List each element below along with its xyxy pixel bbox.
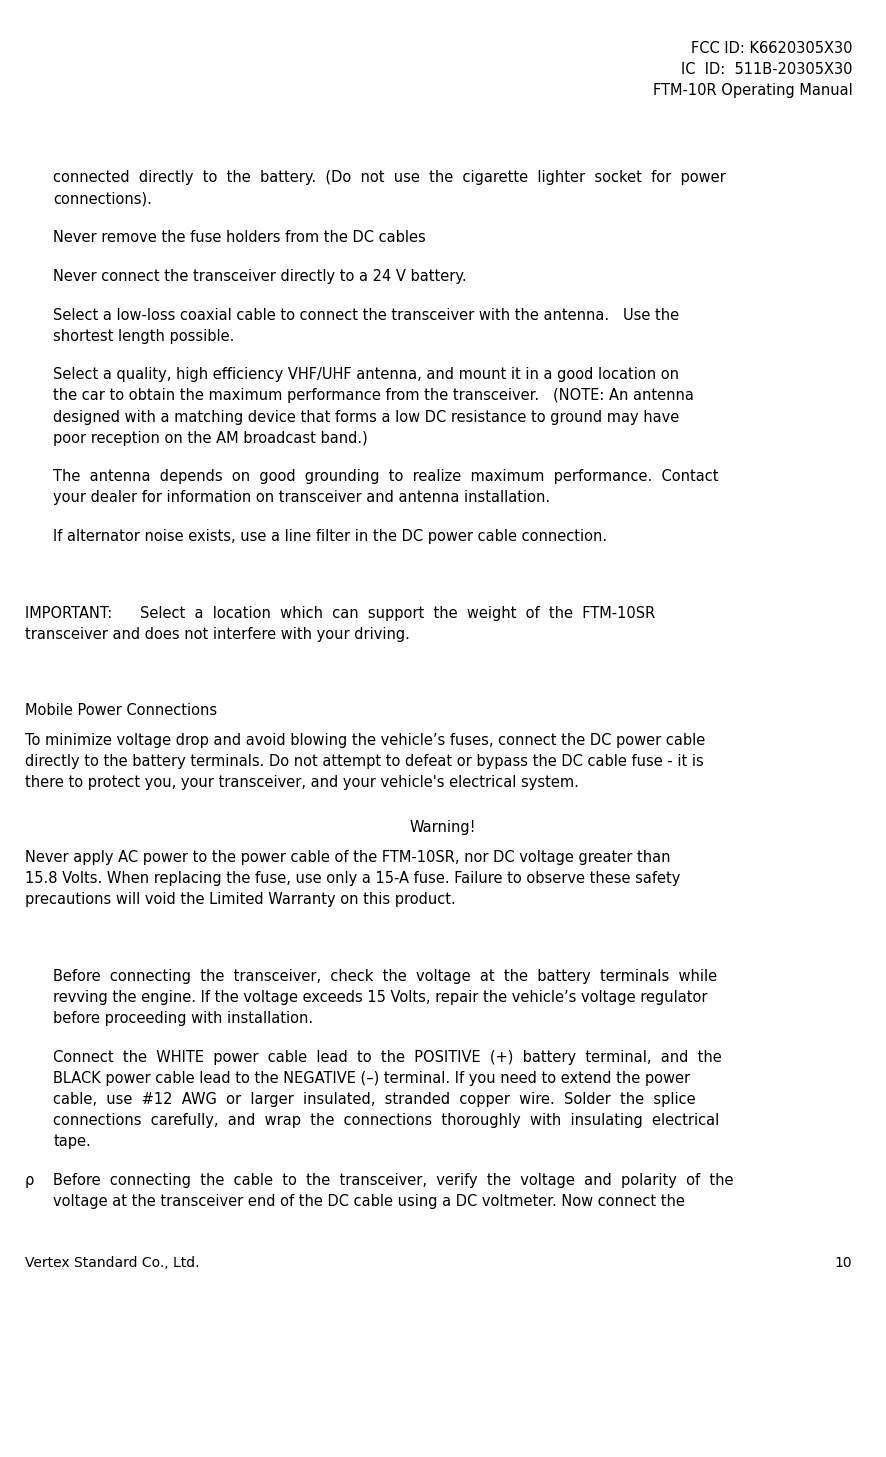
Text: FTM-10R Operating Manual: FTM-10R Operating Manual	[653, 83, 852, 98]
Text: Vertex Standard Co., Ltd.: Vertex Standard Co., Ltd.	[25, 1256, 199, 1271]
Text: Never remove the fuse holders from the DC cables: Never remove the fuse holders from the D…	[53, 230, 426, 245]
Text: Never apply AC power to the power cable of the FTM-10SR, nor DC voltage greater : Never apply AC power to the power cable …	[25, 849, 671, 865]
Text: there to protect you, your transceiver, and your vehicle's electrical system.: there to protect you, your transceiver, …	[25, 775, 579, 791]
Text: Mobile Power Connections: Mobile Power Connections	[25, 704, 217, 718]
Text: ρ: ρ	[25, 1173, 34, 1187]
Text: Before  connecting  the  transceiver,  check  the  voltage  at  the  battery  te: Before connecting the transceiver, check…	[53, 969, 718, 983]
Text: connections).: connections).	[53, 192, 152, 207]
Text: revving the engine. If the voltage exceeds 15 Volts, repair the vehicle’s voltag: revving the engine. If the voltage excee…	[53, 989, 708, 1005]
Text: shortest length possible.: shortest length possible.	[53, 329, 235, 344]
Text: Select a low-loss coaxial cable to connect the transceiver with the antenna.   U: Select a low-loss coaxial cable to conne…	[53, 307, 680, 322]
Text: If alternator noise exists, use a line filter in the DC power cable connection.: If alternator noise exists, use a line f…	[53, 529, 607, 543]
Text: designed with a matching device that forms a low DC resistance to ground may hav: designed with a matching device that for…	[53, 409, 680, 424]
Text: Select a quality, high efficiency VHF/UHF antenna, and mount it in a good locati: Select a quality, high efficiency VHF/UH…	[53, 367, 680, 382]
Text: tape.: tape.	[53, 1134, 91, 1150]
Text: your dealer for information on transceiver and antenna installation.: your dealer for information on transceiv…	[53, 491, 550, 506]
Text: connections  carefully,  and  wrap  the  connections  thoroughly  with  insulati: connections carefully, and wrap the conn…	[53, 1113, 719, 1128]
Text: connected  directly  to  the  battery.  (Do  not  use  the  cigarette  lighter  : connected directly to the battery. (Do n…	[53, 170, 726, 185]
Text: the car to obtain the maximum performance from the transceiver.   (NOTE: An ante: the car to obtain the maximum performanc…	[53, 389, 694, 404]
Text: IC  ID:  511B-20305X30: IC ID: 511B-20305X30	[680, 63, 852, 77]
Text: poor reception on the AM broadcast band.): poor reception on the AM broadcast band.…	[53, 431, 368, 446]
Text: voltage at the transceiver end of the DC cable using a DC voltmeter. Now connect: voltage at the transceiver end of the DC…	[53, 1193, 685, 1209]
Text: Warning!: Warning!	[409, 820, 477, 835]
Text: precautions will void the Limited Warranty on this product.: precautions will void the Limited Warran…	[25, 892, 455, 908]
Text: Connect  the  WHITE  power  cable  lead  to  the  POSITIVE  (+)  battery  termin: Connect the WHITE power cable lead to th…	[53, 1049, 722, 1065]
Text: cable,  use  #12  AWG  or  larger  insulated,  stranded  copper  wire.  Solder  : cable, use #12 AWG or larger insulated, …	[53, 1091, 696, 1107]
Text: directly to the battery terminals. Do not attempt to defeat or bypass the DC cab: directly to the battery terminals. Do no…	[25, 755, 703, 769]
Text: transceiver and does not interfere with your driving.: transceiver and does not interfere with …	[25, 627, 409, 641]
Text: 15.8 Volts. When replacing the fuse, use only a 15-A fuse. Failure to observe th: 15.8 Volts. When replacing the fuse, use…	[25, 871, 680, 886]
Text: The  antenna  depends  on  good  grounding  to  realize  maximum  performance.  : The antenna depends on good grounding to…	[53, 469, 719, 484]
Text: before proceeding with installation.: before proceeding with installation.	[53, 1011, 314, 1026]
Text: Before  connecting  the  cable  to  the  transceiver,  verify  the  voltage  and: Before connecting the cable to the trans…	[53, 1173, 734, 1187]
Text: BLACK power cable lead to the NEGATIVE (–) terminal. If you need to extend the p: BLACK power cable lead to the NEGATIVE (…	[53, 1071, 690, 1085]
Text: IMPORTANT:      Select  a  location  which  can  support  the  weight  of  the  : IMPORTANT: Select a location which can s…	[25, 606, 655, 621]
Text: To minimize voltage drop and avoid blowing the vehicle’s fuses, connect the DC p: To minimize voltage drop and avoid blowi…	[25, 733, 705, 749]
Text: Never connect the transceiver directly to a 24 V battery.: Never connect the transceiver directly t…	[53, 270, 467, 284]
Text: FCC ID: K6620305X30: FCC ID: K6620305X30	[691, 41, 852, 55]
Text: 10: 10	[835, 1256, 852, 1271]
